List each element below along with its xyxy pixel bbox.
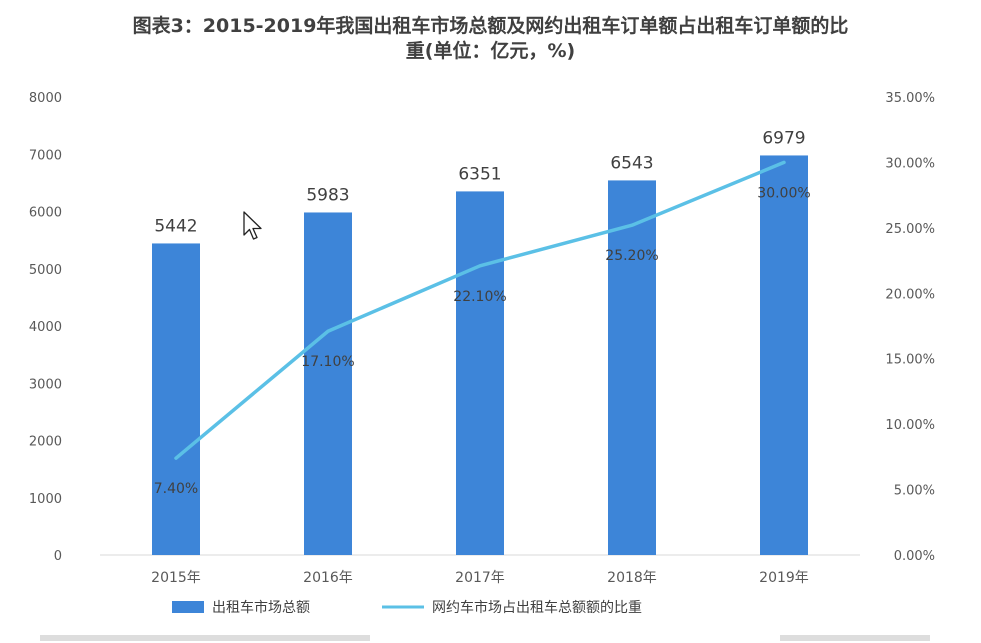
right-axis-tick-label: 20.00%: [885, 287, 935, 302]
left-axis-tick-label: 5000: [29, 263, 62, 278]
right-axis-tick-label: 10.00%: [885, 418, 935, 433]
legend-bar-label: 出租车市场总额: [212, 599, 310, 616]
left-axis-tick-label: 4000: [29, 320, 62, 335]
line-value-label: 7.40%: [154, 481, 198, 497]
left-axis-tick-label: 0: [54, 549, 62, 564]
legend-line-label: 网约车市场占出租车总额额的比重: [432, 599, 642, 616]
bar: [760, 155, 808, 555]
right-axis-tick-label: 30.00%: [885, 156, 935, 171]
left-axis-tick-label: 7000: [29, 148, 62, 163]
bar-value-label: 6979: [762, 128, 805, 148]
bar: [152, 243, 200, 555]
left-axis-tick-label: 8000: [29, 91, 62, 106]
category-label: 2016年: [303, 570, 353, 586]
bar-value-label: 6351: [458, 164, 501, 184]
left-axis-tick-label: 3000: [29, 377, 62, 392]
right-axis-tick-label: 5.00%: [894, 484, 935, 499]
line-value-labels: 7.40% 17.10% 22.10% 25.20% 30.00%: [154, 185, 811, 497]
chart-title-line-2: 重(单位：亿元，%): [405, 40, 576, 62]
chart-title: 图表3：2015-2019年我国出租车市场总额及网约出租车订单额占出租车订单额的…: [0, 14, 981, 64]
line-value-label: 17.10%: [301, 354, 354, 370]
line-value-label: 25.20%: [605, 248, 658, 264]
bar: [608, 180, 656, 555]
right-axis-tick-label: 35.00%: [885, 91, 935, 106]
mouse-pointer-icon: [243, 211, 262, 240]
left-axis-tick-label: 1000: [29, 492, 62, 507]
category-label: 2015年: [151, 570, 201, 586]
category-label: 2018年: [607, 570, 657, 586]
bar: [456, 191, 504, 555]
left-axis-tick-label: 6000: [29, 206, 62, 221]
bar-value-label: 5983: [306, 185, 349, 205]
category-label: 2019年: [759, 570, 809, 586]
bar-value-label: 5442: [154, 216, 197, 236]
bar: [304, 212, 352, 555]
line-value-label: 22.10%: [453, 289, 506, 305]
left-axis: 0 1000 2000 3000 4000 5000 6000 7000 8000: [29, 91, 62, 564]
right-axis-tick-label: 15.00%: [885, 353, 935, 368]
left-axis-tick-label: 2000: [29, 435, 62, 450]
line-value-label: 30.00%: [757, 185, 810, 201]
legend-bar-swatch: [172, 601, 204, 613]
chart-title-line-1: 图表3：2015-2019年我国出租车市场总额及网约出租车订单额占出租车订单额的…: [132, 15, 849, 37]
cropped-footer-strip: [40, 635, 930, 641]
right-axis-tick-label: 0.00%: [894, 549, 935, 564]
bar-value-labels: 5442 5983 6351 6543 6979: [154, 128, 805, 236]
bar-value-label: 6543: [610, 153, 653, 173]
line-path: [174, 160, 786, 460]
category-label: 2017年: [455, 570, 505, 586]
right-axis-tick-label: 25.00%: [885, 222, 935, 237]
bar-series: [152, 155, 808, 555]
category-axis: 2015年 2016年 2017年 2018年 2019年: [151, 570, 809, 586]
legend: 出租车市场总额 网约车市场占出租车总额额的比重: [172, 599, 642, 616]
right-axis: 0.00% 5.00% 10.00% 15.00% 20.00% 25.00% 30.00%…: [885, 91, 935, 564]
line-series: [174, 160, 786, 460]
